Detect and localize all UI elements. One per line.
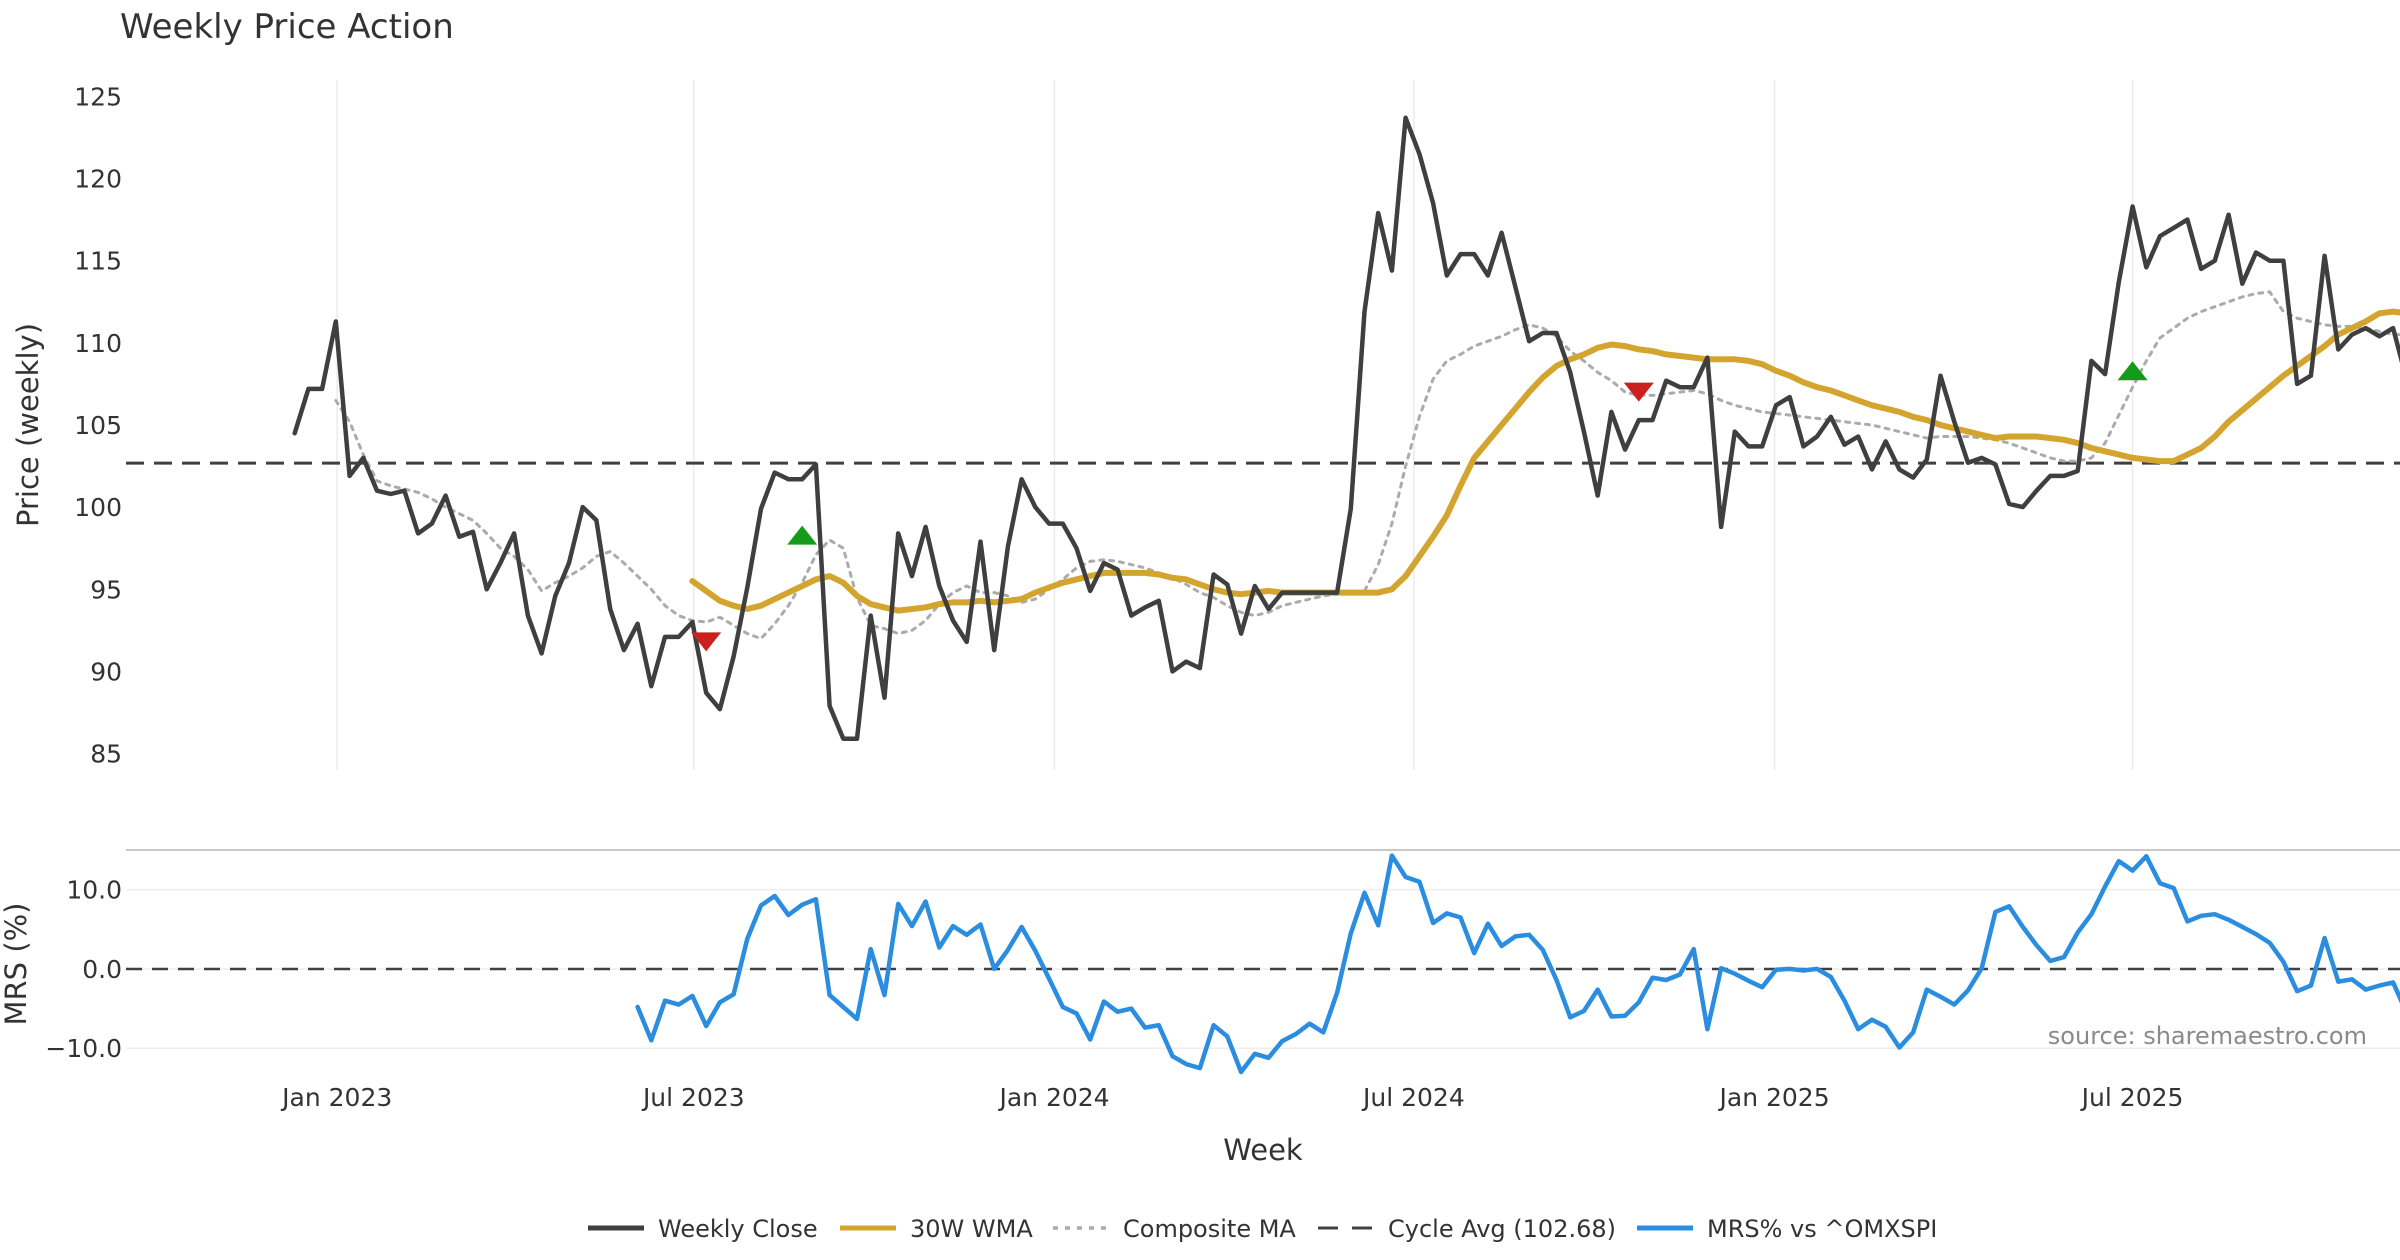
x-tick-label: Jan 2023 <box>280 1083 392 1112</box>
source-credit: source: sharemaestro.com <box>2048 1022 2367 1050</box>
legend-label: Composite MA <box>1123 1215 1296 1243</box>
weekly-close-line <box>292 115 2400 742</box>
price-y-tick-label: 90 <box>90 657 122 686</box>
legend-label: Cycle Avg (102.68) <box>1388 1215 1616 1243</box>
x-tick-label: Jul 2025 <box>2080 1083 2184 1112</box>
sell-signal-marker <box>1623 382 1654 402</box>
price-y-tick-label: 120 <box>74 165 122 194</box>
composite-ma-line <box>334 290 2400 641</box>
price-y-tick-label: 95 <box>90 575 122 604</box>
x-axis-label: Week <box>1223 1133 1303 1167</box>
legend: Weekly Close 30W WMA Composite MA Cycle Avg… <box>588 1215 1937 1243</box>
mrs-y-tick-label: 0.0 <box>82 955 122 984</box>
price-y-axis-label: Price (weekly) <box>11 323 45 527</box>
legend-label: MRS% vs ^OMXSPI <box>1707 1215 1937 1243</box>
sell-signal-marker <box>691 632 722 652</box>
price-y-tick-label: 100 <box>74 493 122 522</box>
price-y-tick-label: 115 <box>74 247 122 276</box>
price-y-tick-label: 125 <box>74 82 122 111</box>
price-y-tick-label: 85 <box>90 740 122 769</box>
x-tick-label: Jul 2023 <box>641 1083 745 1112</box>
price-y-tick-label: 105 <box>74 411 122 440</box>
x-tick-label: Jul 2024 <box>1361 1083 1465 1112</box>
legend-label: Weekly Close <box>658 1215 818 1243</box>
buy-signal-marker <box>2117 361 2148 381</box>
x-tick-label: Jan 2024 <box>997 1083 1109 1112</box>
mrs-y-tick-label: −10.0 <box>45 1034 122 1063</box>
buy-signal-marker <box>787 525 818 545</box>
mrs-y-tick-label: 10.0 <box>66 876 122 905</box>
x-tick-label: Jan 2025 <box>1718 1083 1830 1112</box>
legend-label: 30W WMA <box>910 1215 1033 1243</box>
chart-title: Weekly Price Action <box>120 7 454 47</box>
wma-30w-line <box>689 308 2400 614</box>
mrs-line <box>635 853 2400 1075</box>
mrs-y-axis-label: MRS (%) <box>0 903 33 1026</box>
price-y-tick-label: 110 <box>74 329 122 358</box>
